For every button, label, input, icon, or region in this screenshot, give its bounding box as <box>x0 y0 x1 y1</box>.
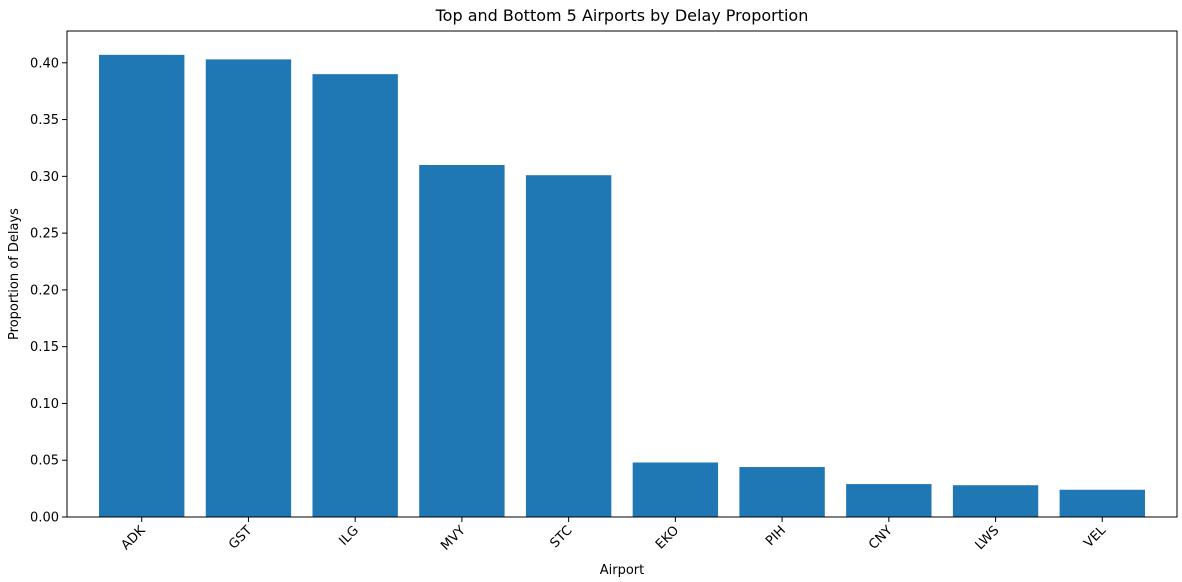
bar-eko <box>632 462 719 517</box>
y-tick-label: 0.15 <box>30 340 59 355</box>
x-tick-label-ilg: ILG <box>336 523 362 549</box>
y-tick-label: 0.20 <box>30 283 59 298</box>
y-tick-label: 0.10 <box>30 397 59 412</box>
bar-lws <box>952 485 1039 517</box>
x-tick-label-pih: PIH <box>763 523 789 549</box>
chart-title: Top and Bottom 5 Airports by Delay Propo… <box>435 6 809 25</box>
y-tick-label: 0.00 <box>30 511 59 526</box>
y-tick-label: 0.30 <box>30 170 59 185</box>
y-tick-label: 0.25 <box>30 227 59 242</box>
bar-gst <box>205 59 292 517</box>
x-tick-label-eko: EKO <box>653 523 682 552</box>
bar-adk <box>99 54 185 517</box>
x-axis: ADK GST ILG MVY STC EKO PIH CNY LWS VEL <box>119 517 1110 554</box>
x-tick-label-lws: LWS <box>973 523 1003 553</box>
x-tick-label-mvy: MVY <box>438 523 468 553</box>
x-tick-label-cny: CNY <box>866 523 896 553</box>
bar-mvy <box>419 164 505 518</box>
plot-frame <box>66 30 1178 518</box>
y-tick-label: 0.35 <box>30 113 59 128</box>
bar-ilg <box>312 74 398 518</box>
x-tick-label-vel: VEL <box>1081 523 1109 551</box>
bar-vel <box>1059 489 1145 517</box>
x-tick-label-adk: ADK <box>119 523 149 553</box>
y-tick-label: 0.05 <box>30 454 59 469</box>
bar-cny <box>846 484 932 517</box>
x-tick-label-stc: STC <box>548 523 576 551</box>
x-axis-label: Airport <box>600 563 645 578</box>
y-axis: 0.00 0.05 0.10 0.15 0.20 0.25 0.30 0.35 0.40 <box>30 56 67 526</box>
x-tick-label-gst: GST <box>226 523 255 552</box>
y-axis-label: Proportion of Delays <box>7 208 22 340</box>
bar-pih <box>739 467 825 517</box>
y-tick-label: 0.40 <box>30 56 59 71</box>
bars-group <box>99 54 1145 518</box>
bar-stc <box>525 175 612 517</box>
